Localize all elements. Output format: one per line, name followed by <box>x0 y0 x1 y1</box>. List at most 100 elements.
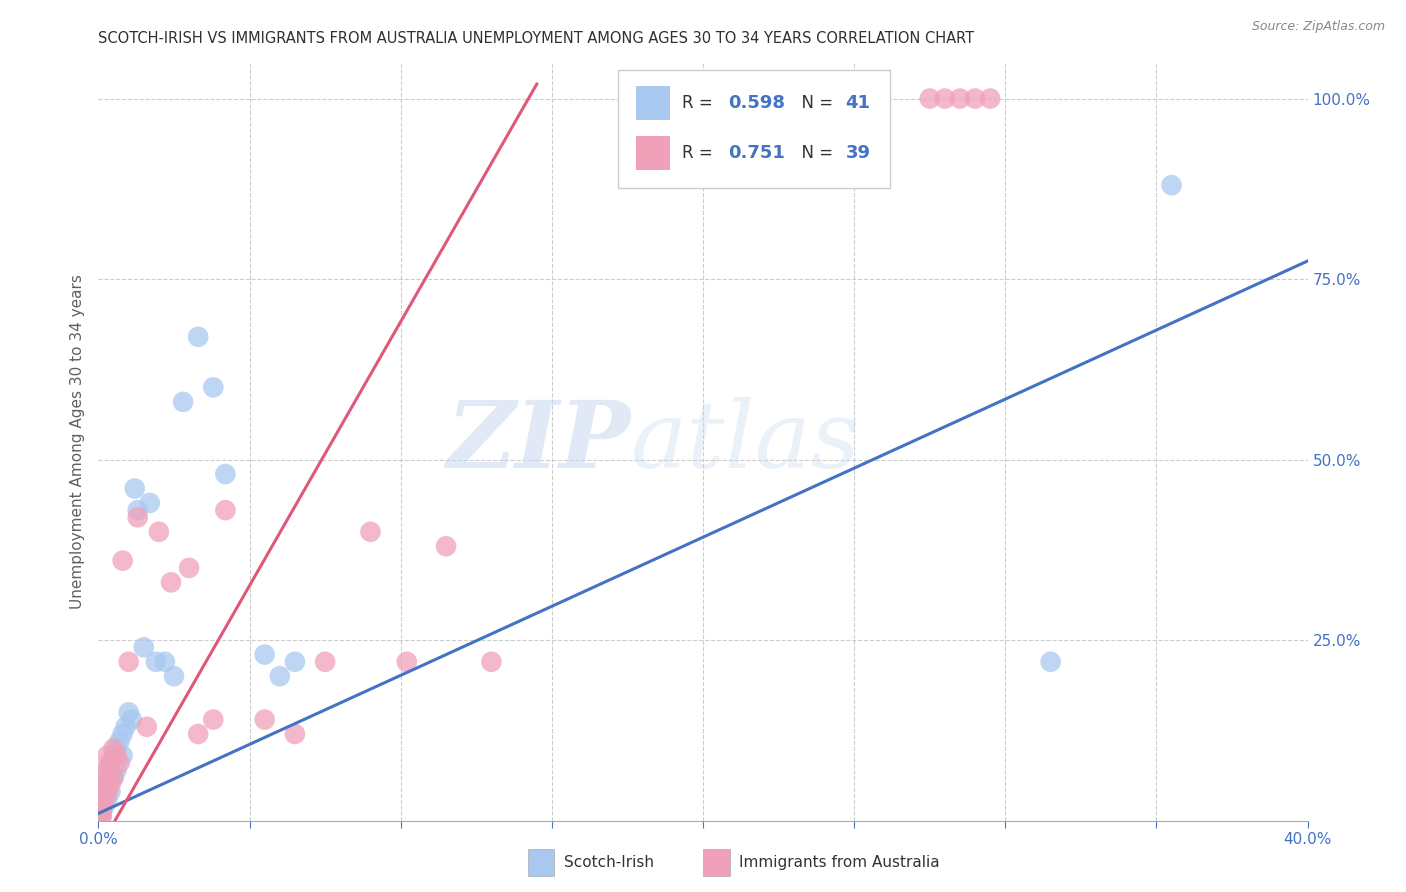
Point <box>100 785 122 799</box>
Text: SCOTCH-IRISH VS IMMIGRANTS FROM AUSTRALIA UNEMPLOYMENT AMONG AGES 30 TO 34 YEARS: SCOTCH-IRISH VS IMMIGRANTS FROM AUSTRALI… <box>98 31 974 46</box>
Point <box>179 561 201 575</box>
Point <box>108 756 131 770</box>
Point <box>121 713 143 727</box>
Point <box>105 741 128 756</box>
Point <box>314 655 336 669</box>
Point <box>202 713 225 727</box>
Point <box>93 792 115 806</box>
Point <box>135 720 157 734</box>
Point <box>139 496 162 510</box>
Point <box>90 792 112 806</box>
Point <box>90 799 112 814</box>
Point <box>1160 178 1182 193</box>
Point <box>96 778 118 792</box>
Text: N =: N = <box>792 94 838 112</box>
Point <box>93 799 115 814</box>
Point <box>108 734 131 748</box>
Point <box>100 756 122 770</box>
Point <box>434 539 457 553</box>
Point <box>395 655 418 669</box>
Point <box>481 655 503 669</box>
Text: 41: 41 <box>845 94 870 112</box>
Point <box>90 806 112 821</box>
Point <box>202 380 225 394</box>
Text: atlas: atlas <box>630 397 860 486</box>
Point <box>360 524 382 539</box>
Point <box>90 810 112 824</box>
Point <box>100 756 122 770</box>
Point <box>124 482 146 496</box>
Point <box>918 91 941 105</box>
Point <box>148 524 170 539</box>
Point <box>93 778 115 792</box>
Point <box>103 770 125 784</box>
Point <box>103 741 125 756</box>
Point <box>96 763 118 777</box>
Point <box>153 655 176 669</box>
Point <box>965 91 987 105</box>
Point <box>105 748 128 763</box>
Text: 0.598: 0.598 <box>728 94 786 112</box>
FancyBboxPatch shape <box>637 86 671 120</box>
Text: Immigrants from Australia: Immigrants from Australia <box>740 855 939 870</box>
Point <box>145 655 167 669</box>
Point <box>979 91 1001 105</box>
Point <box>187 330 209 344</box>
Text: ZIP: ZIP <box>446 397 630 486</box>
Text: R =: R = <box>682 145 718 162</box>
Point <box>1039 655 1062 669</box>
Point <box>96 770 118 784</box>
Point <box>96 785 118 799</box>
FancyBboxPatch shape <box>637 136 671 170</box>
Text: Scotch-Irish: Scotch-Irish <box>564 855 654 870</box>
Point <box>127 503 149 517</box>
Point <box>93 778 115 792</box>
Point <box>132 640 155 655</box>
Point <box>111 727 134 741</box>
Point <box>90 810 112 824</box>
Point <box>253 713 276 727</box>
Point <box>100 778 122 792</box>
Point <box>118 706 141 720</box>
Point <box>103 748 125 763</box>
Point <box>100 770 122 784</box>
Point <box>93 792 115 806</box>
Point <box>90 806 112 821</box>
Text: R =: R = <box>682 94 718 112</box>
Point <box>127 510 149 524</box>
Text: Source: ZipAtlas.com: Source: ZipAtlas.com <box>1251 20 1385 33</box>
Point <box>90 803 112 817</box>
Point <box>269 669 291 683</box>
Point <box>90 799 112 814</box>
FancyBboxPatch shape <box>703 848 730 876</box>
Text: 0.751: 0.751 <box>728 145 786 162</box>
Point <box>949 91 972 105</box>
Point <box>172 394 194 409</box>
Point <box>90 796 112 810</box>
Text: 39: 39 <box>845 145 870 162</box>
Point <box>253 648 276 662</box>
Point <box>187 727 209 741</box>
Point <box>96 748 118 763</box>
Point <box>111 554 134 568</box>
Point <box>90 803 112 817</box>
Point <box>93 785 115 799</box>
Point <box>96 792 118 806</box>
Point <box>163 669 186 683</box>
Point <box>214 503 236 517</box>
Point <box>934 91 956 105</box>
Point <box>284 655 307 669</box>
Point <box>103 770 125 784</box>
Text: N =: N = <box>792 145 838 162</box>
Point <box>93 763 115 777</box>
Point <box>214 467 236 481</box>
FancyBboxPatch shape <box>619 70 890 187</box>
Point <box>105 763 128 777</box>
Point <box>118 655 141 669</box>
Point <box>114 720 136 734</box>
FancyBboxPatch shape <box>527 848 554 876</box>
Point <box>111 748 134 763</box>
Point <box>284 727 307 741</box>
Y-axis label: Unemployment Among Ages 30 to 34 years: Unemployment Among Ages 30 to 34 years <box>69 274 84 609</box>
Point <box>160 575 183 590</box>
